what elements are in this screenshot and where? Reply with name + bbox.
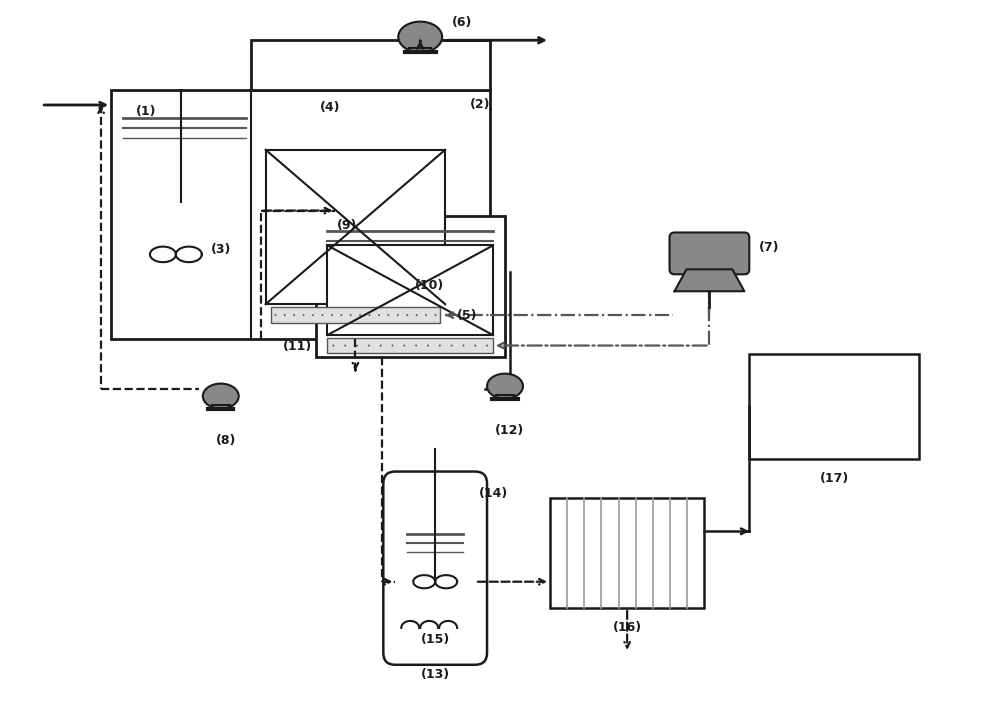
Circle shape xyxy=(397,314,399,316)
Text: (11): (11) xyxy=(283,340,312,352)
FancyBboxPatch shape xyxy=(670,233,749,274)
Text: (7): (7) xyxy=(759,241,780,254)
Circle shape xyxy=(434,314,436,316)
Bar xyxy=(271,307,440,323)
Circle shape xyxy=(359,314,361,316)
Text: (2): (2) xyxy=(470,99,490,111)
Text: (12): (12) xyxy=(495,424,525,437)
Circle shape xyxy=(369,314,371,316)
Text: (17): (17) xyxy=(819,472,849,485)
Circle shape xyxy=(380,345,382,347)
Text: (9): (9) xyxy=(337,219,358,232)
Circle shape xyxy=(392,345,394,347)
Circle shape xyxy=(344,345,346,347)
Circle shape xyxy=(387,314,389,316)
Circle shape xyxy=(415,345,417,347)
Circle shape xyxy=(312,314,314,316)
Text: (5): (5) xyxy=(457,308,477,322)
Text: (3): (3) xyxy=(211,243,231,256)
Circle shape xyxy=(462,345,464,347)
Bar xyxy=(327,245,493,335)
Bar xyxy=(111,90,490,339)
Bar xyxy=(327,338,493,353)
Circle shape xyxy=(427,345,429,347)
Text: (8): (8) xyxy=(216,434,236,447)
Bar xyxy=(550,498,704,608)
Text: (13): (13) xyxy=(421,669,450,681)
Circle shape xyxy=(350,314,352,316)
Circle shape xyxy=(474,345,476,347)
Circle shape xyxy=(403,345,405,347)
Circle shape xyxy=(425,314,427,316)
FancyBboxPatch shape xyxy=(383,471,487,665)
Ellipse shape xyxy=(487,374,523,398)
Bar xyxy=(251,40,490,90)
Circle shape xyxy=(274,314,276,316)
Bar xyxy=(316,216,505,357)
Text: (14): (14) xyxy=(478,487,508,500)
Circle shape xyxy=(356,345,358,347)
Circle shape xyxy=(331,314,333,316)
Circle shape xyxy=(368,345,370,347)
Ellipse shape xyxy=(203,384,239,408)
Circle shape xyxy=(332,345,334,347)
Circle shape xyxy=(486,345,488,347)
Circle shape xyxy=(439,345,441,347)
Circle shape xyxy=(321,314,323,316)
Circle shape xyxy=(284,314,286,316)
Ellipse shape xyxy=(398,21,442,52)
Circle shape xyxy=(303,314,305,316)
Circle shape xyxy=(293,314,295,316)
Text: (1): (1) xyxy=(136,106,156,118)
Text: (15): (15) xyxy=(421,633,450,647)
Circle shape xyxy=(378,314,380,316)
Circle shape xyxy=(451,345,453,347)
Bar xyxy=(749,354,919,459)
Circle shape xyxy=(416,314,418,316)
Text: (10): (10) xyxy=(415,279,444,292)
Bar xyxy=(266,150,445,304)
Polygon shape xyxy=(675,269,744,291)
Circle shape xyxy=(406,314,408,316)
Text: (16): (16) xyxy=(613,621,642,635)
Text: (4): (4) xyxy=(320,101,341,114)
Text: (6): (6) xyxy=(452,16,472,29)
Circle shape xyxy=(340,314,342,316)
